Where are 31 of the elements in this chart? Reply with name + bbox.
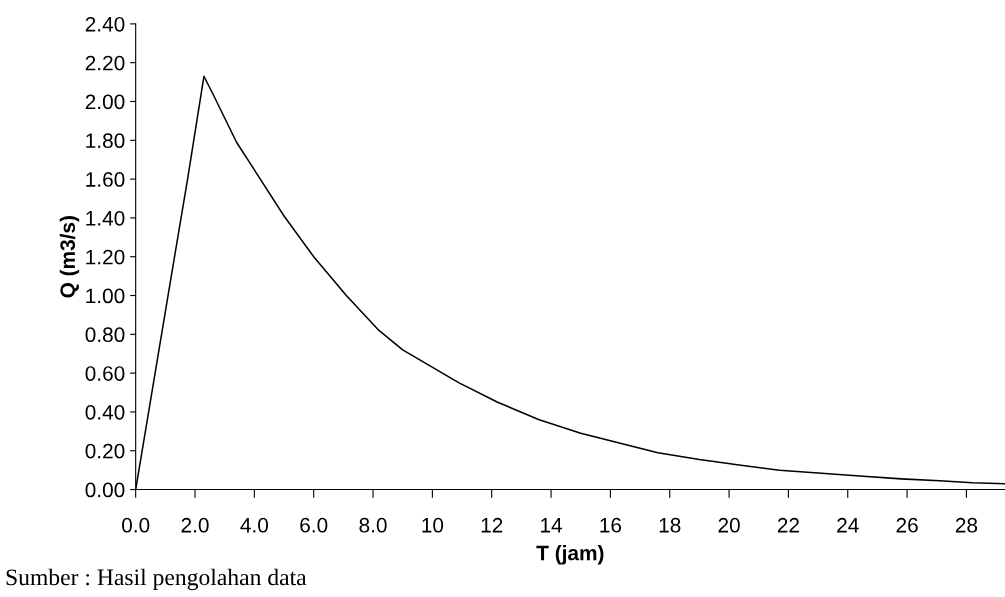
x-tick-label: 28 bbox=[955, 517, 978, 533]
y-tick-label: 1.60 bbox=[86, 172, 125, 187]
x-tick-label: 0.0 bbox=[122, 517, 150, 533]
x-tick-label: 24 bbox=[837, 517, 859, 533]
x-tick-label: 4.0 bbox=[240, 517, 269, 533]
x-tick-label: 10 bbox=[422, 517, 444, 533]
y-tick-label: 2.20 bbox=[85, 55, 125, 71]
x-tick-label: 22 bbox=[777, 517, 799, 533]
y-tick-label: 1.40 bbox=[86, 210, 125, 226]
y-tick-label: 1.80 bbox=[86, 133, 125, 149]
y-tick-label: 0.60 bbox=[85, 366, 125, 381]
y-tick-label: 0.80 bbox=[85, 327, 125, 343]
y-tick-label: 2.40 bbox=[85, 16, 125, 32]
x-tick-label: 20 bbox=[718, 517, 740, 533]
y-axis-title: Q (m3/s) bbox=[59, 216, 80, 298]
x-tick-label: 14 bbox=[541, 518, 563, 533]
x-tick-label: 26 bbox=[896, 517, 918, 533]
x-axis-title: T (jam) bbox=[536, 545, 604, 565]
y-tick-label: 0.20 bbox=[85, 443, 125, 459]
y-tick-label: 1.20 bbox=[86, 249, 125, 265]
y-tick-label: 2.00 bbox=[85, 94, 125, 110]
x-tick-label: 6.0 bbox=[300, 517, 328, 533]
y-tick-label: 0.00 bbox=[85, 482, 125, 498]
x-tick-label: 12 bbox=[481, 517, 503, 533]
x-tick-label: 8.0 bbox=[359, 517, 387, 533]
x-tick-label: 18 bbox=[659, 517, 681, 533]
x-tick-label: 16 bbox=[600, 517, 622, 533]
y-tick-label: 1.00 bbox=[86, 288, 125, 304]
y-tick-label: 0.40 bbox=[85, 404, 125, 420]
text: Sumber : Hasil pengolahan data bbox=[6, 568, 307, 591]
x-tick-label: 2.0 bbox=[181, 517, 209, 533]
